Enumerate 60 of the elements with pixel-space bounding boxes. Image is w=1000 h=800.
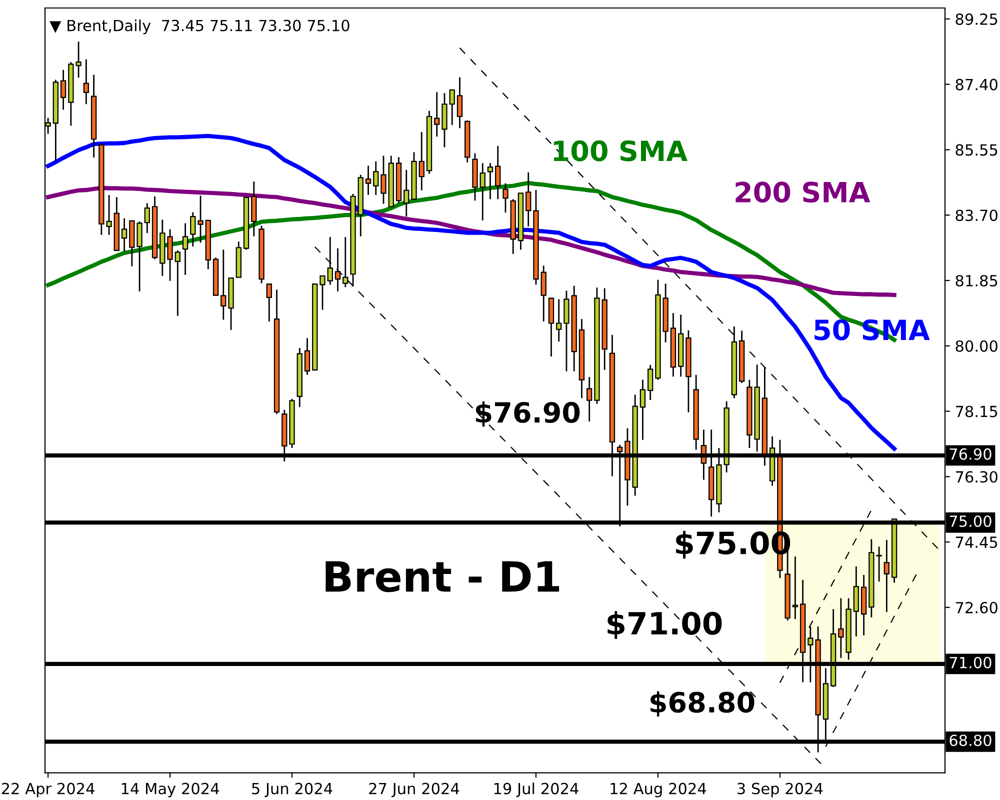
y-tick-label: 74.45 xyxy=(956,536,998,548)
x-tick-label: 22 Apr 2024 xyxy=(2,782,94,798)
text: ▼ Brent,Daily 73.45 75.11 73.30 75.10 xyxy=(50,19,350,34)
candlestick xyxy=(266,283,272,322)
candlestick xyxy=(404,169,410,218)
y-tick-label: 76.30 xyxy=(956,471,998,483)
candlestick xyxy=(434,91,440,138)
candlestick xyxy=(174,250,180,317)
annotation: $68.80 xyxy=(650,691,754,716)
candlestick xyxy=(380,155,386,204)
candlestick xyxy=(144,202,150,234)
candlestick xyxy=(121,218,128,252)
x-tick-label: 12 Aug 2024 xyxy=(610,782,706,798)
candlestick xyxy=(220,249,226,320)
candlestick xyxy=(487,162,494,200)
text: 200 SMA xyxy=(736,182,870,203)
candlestick xyxy=(304,337,310,376)
x-tick-label: 19 Jul 2024 xyxy=(494,782,578,798)
series-label: 100 SMA xyxy=(554,140,688,162)
candlestick xyxy=(540,264,546,322)
candlestick xyxy=(495,145,501,200)
y-tick-label: 89.25 xyxy=(956,13,998,25)
y-tick-label: 78.15 xyxy=(956,406,998,418)
annotation: Brent - D1 xyxy=(326,561,560,592)
candlestick xyxy=(198,194,204,244)
candlestick xyxy=(647,364,654,401)
candlestick xyxy=(182,222,188,276)
y-tick-label: 85.55 xyxy=(956,144,998,156)
y-tick-label: 72.60 xyxy=(956,602,998,614)
candlestick xyxy=(418,131,424,192)
candlestick xyxy=(586,376,592,422)
candlestick xyxy=(190,212,196,248)
y-tick-label: 80.00 xyxy=(956,340,998,352)
candlestick xyxy=(320,275,326,311)
x-tick-label: 5 Jun 2024 xyxy=(252,782,332,798)
y-tick-label: 83.70 xyxy=(956,210,998,222)
candlestick xyxy=(884,539,890,613)
candlestick xyxy=(792,556,798,620)
ref-line-label: 75.00 xyxy=(950,515,992,528)
candlestick xyxy=(640,379,646,441)
ref-line-label: 68.80 xyxy=(950,734,992,746)
candlestick xyxy=(373,160,379,196)
candlestick xyxy=(83,58,90,105)
y-tick-label: 81.85 xyxy=(956,274,998,287)
annotation: $76.90 xyxy=(476,401,580,427)
ref-line-label: 76.90 xyxy=(950,448,992,460)
candlestick xyxy=(449,88,455,126)
candlestick xyxy=(456,76,463,129)
x-tick-label: 3 Sep 2024 xyxy=(738,782,823,798)
candlestick xyxy=(480,162,486,222)
x-tick-label: 27 Jun 2024 xyxy=(369,782,460,798)
y-tick-label: 87.40 xyxy=(956,78,998,90)
candlestick xyxy=(526,172,532,228)
candlestick xyxy=(556,298,562,342)
candlestick xyxy=(502,182,508,214)
x-tick-label: 14 May 2024 xyxy=(122,782,219,798)
candlestick xyxy=(60,69,66,110)
annotation: $71.00 xyxy=(608,611,722,639)
candlestick xyxy=(365,164,372,196)
ref-line-label: 71.00 xyxy=(950,656,992,668)
